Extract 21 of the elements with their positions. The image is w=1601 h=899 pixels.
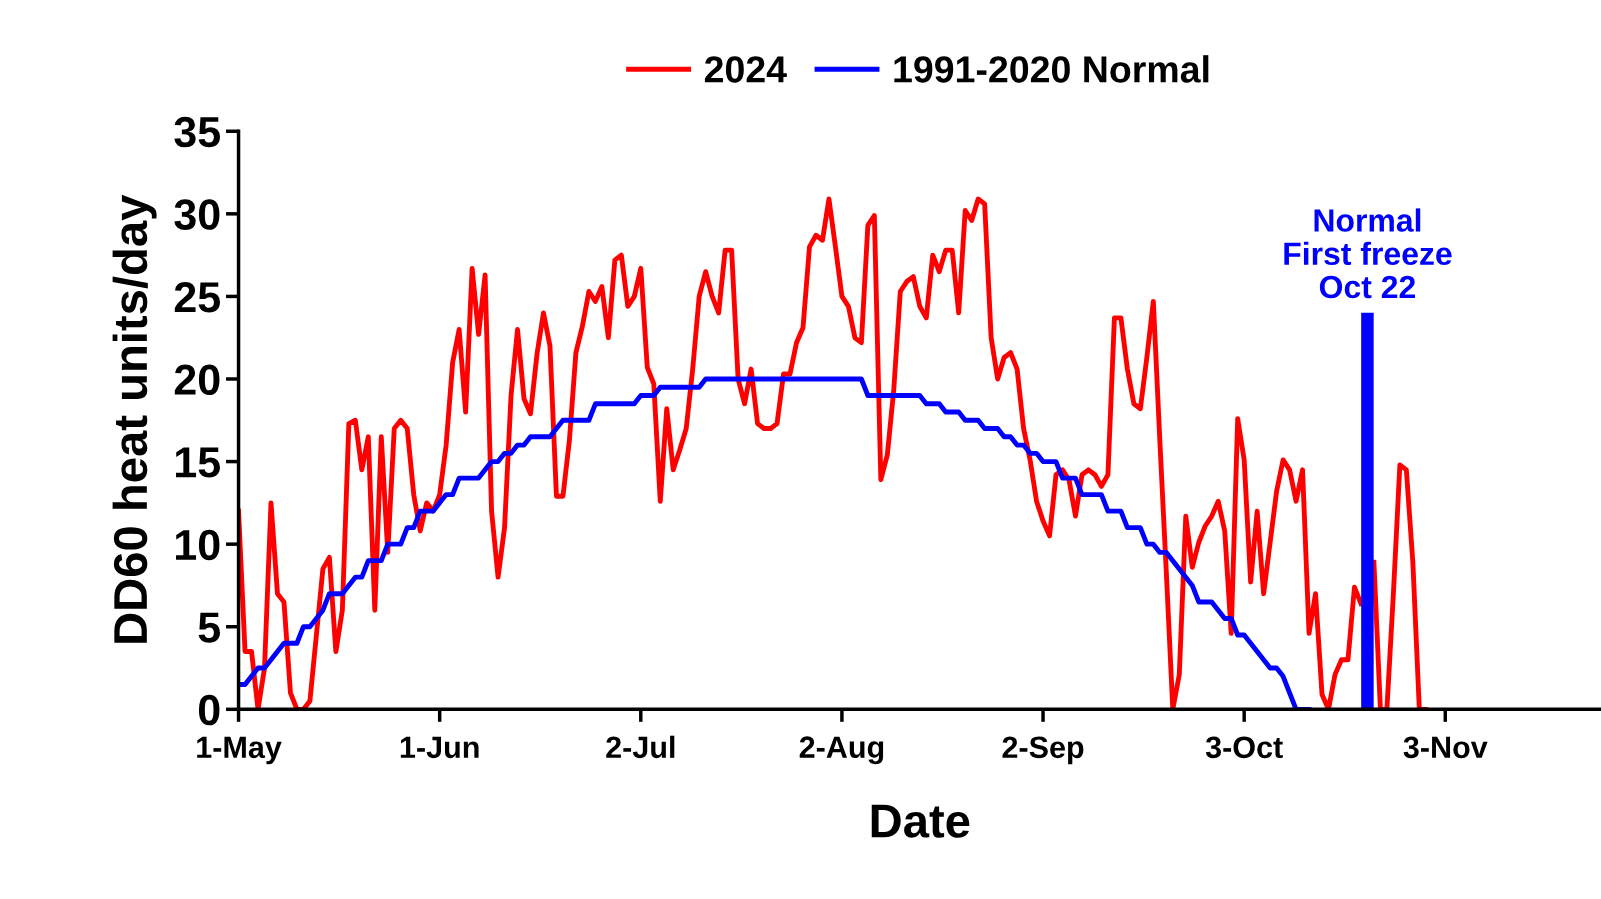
y-tick-label: 15	[176, 447, 220, 478]
x-tick-label: 3-Nov	[1403, 736, 1488, 759]
x-axis-title: Date	[871, 804, 970, 838]
legend-label: 1991-2020 Normal	[894, 55, 1209, 83]
x-tick-label: 1-Jun	[400, 736, 479, 759]
x-tick-label: 1-May	[197, 736, 282, 765]
x-tick-label: 2-Sep	[1002, 736, 1084, 765]
y-tick-label: 25	[174, 281, 220, 313]
x-tick-label: 3-Oct	[1205, 736, 1283, 759]
y-tick-label: 0	[198, 694, 220, 726]
ref-line-label: Normal First freeze Oct 22	[1284, 208, 1452, 299]
x-tick-label: 2-Aug	[799, 736, 884, 765]
y-tick-label: 20	[174, 364, 220, 396]
x-tick-label: 2-Jul	[606, 735, 675, 759]
y-tick-label: 30	[174, 199, 220, 230]
y-tick-label: 5	[198, 612, 220, 643]
y-tick-label: 35	[174, 116, 220, 148]
y-axis-title: DD60 heat units/day	[112, 194, 157, 643]
y-tick-label: 10	[176, 529, 220, 561]
legend-label: 2024	[704, 56, 787, 83]
line-series	[238, 376, 1312, 710]
